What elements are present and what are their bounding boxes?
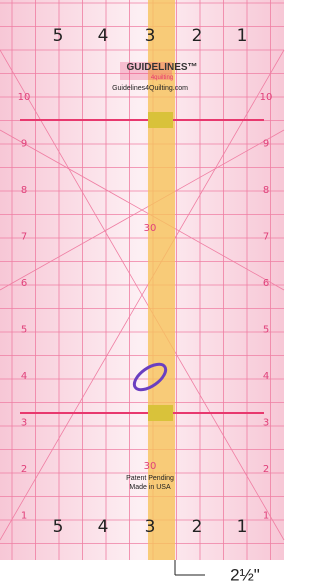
side-number: 7	[21, 232, 27, 243]
scale-number: 2	[192, 26, 203, 46]
scale-number: 4	[98, 26, 109, 46]
side-number: 6	[263, 278, 269, 289]
scale-number: 1	[237, 517, 248, 537]
scale-number: 1	[237, 26, 248, 46]
side-number: 8	[21, 185, 27, 196]
side-number: 1	[21, 511, 27, 522]
side-number: 4	[263, 371, 269, 382]
scale-number: 3	[145, 26, 156, 46]
side-number: 2	[21, 464, 27, 475]
logo-url: Guidelines4Quilting.com	[112, 85, 188, 92]
dimension-label: 2½"	[230, 565, 260, 583]
notice: Patent Pending	[126, 475, 174, 482]
side-number: 7	[263, 232, 269, 243]
ruler-photo: GUIDELINES™ 4quilting Guidelines4Quiltin…	[0, 0, 287, 583]
side-number: 10	[260, 92, 273, 103]
clip	[148, 405, 173, 421]
angle-label: 30	[144, 223, 157, 234]
logo-sub: 4quilting	[151, 75, 173, 81]
clip	[148, 112, 173, 128]
scale-number: 4	[98, 517, 109, 537]
side-number: 3	[21, 418, 27, 429]
scale-number: 3	[145, 517, 156, 537]
side-number: 2	[263, 464, 269, 475]
side-number: 10	[18, 92, 31, 103]
angle-label: 30	[144, 461, 157, 472]
side-number: 8	[263, 185, 269, 196]
side-number: 9	[263, 139, 269, 150]
side-number: 5	[263, 325, 269, 336]
scale-number: 5	[53, 26, 64, 46]
side-number: 5	[21, 325, 27, 336]
side-number: 6	[21, 278, 27, 289]
side-number: 4	[21, 371, 27, 382]
notice: Made in USA	[129, 484, 171, 491]
page: {"top_scale": ["5", "4", "3", "2", "1"],…	[0, 0, 287, 583]
side-number: 1	[263, 511, 269, 522]
side-number: 9	[21, 139, 27, 150]
scale-number: 2	[192, 517, 203, 537]
logo-brand: GUIDELINES™	[126, 62, 197, 73]
side-number: 3	[263, 418, 269, 429]
scale-number: 5	[53, 517, 64, 537]
